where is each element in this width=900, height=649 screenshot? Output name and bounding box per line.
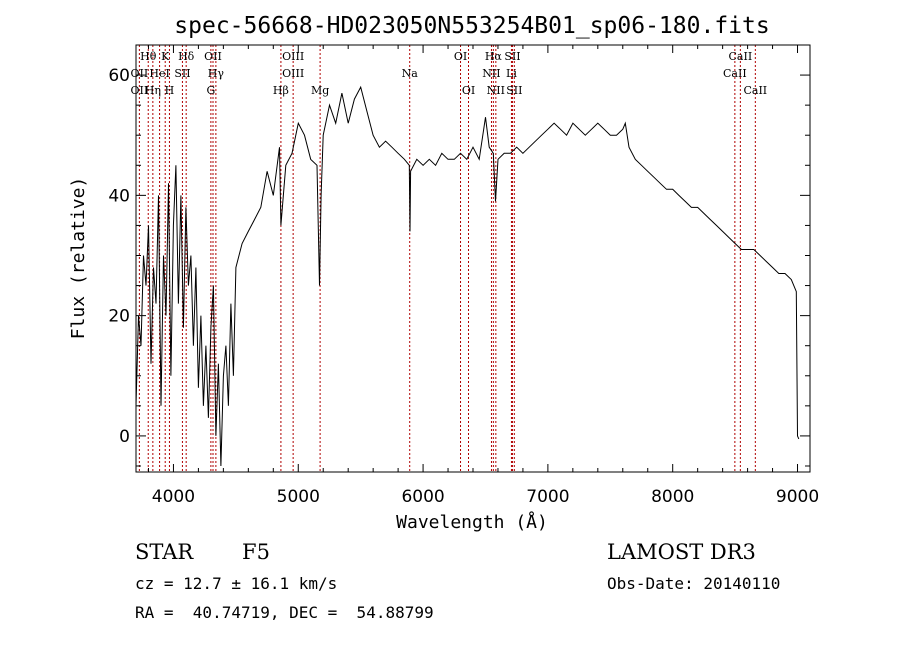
spectral-line-label: Hγ — [208, 67, 225, 80]
spectral-line-label: OII — [131, 67, 149, 80]
x-tick-label: 8000 — [651, 487, 694, 507]
spectral-line-label: OI — [462, 84, 475, 97]
x-tick-label: 9000 — [776, 487, 819, 507]
spectral-lines — [138, 45, 756, 472]
spectral-line-label: Hβ — [273, 84, 289, 97]
chart-title: spec-56668-HD023050N553254B01_sp06-180.f… — [174, 13, 769, 39]
spectral-line-label: SII — [504, 50, 520, 63]
x-axis: 4000 5000 6000 7000 8000 9000 — [147, 45, 819, 507]
spectral-line-label: G — [206, 84, 215, 97]
spectral-line-label: NII — [482, 67, 500, 80]
spectral-line-label: Na — [402, 67, 419, 80]
y-tick-label: 0 — [119, 427, 130, 447]
x-tick-label: 7000 — [526, 487, 569, 507]
survey-name: LAMOST DR3 — [607, 540, 756, 564]
y-axis-label: Flux (relative) — [68, 177, 89, 340]
spectral-line-label: NII — [487, 84, 505, 97]
spectral-line-label: HeI — [149, 67, 169, 80]
x-tick-label: 4000 — [152, 487, 195, 507]
spectral-line-label: OII — [204, 50, 222, 63]
spectrum-line — [135, 85, 800, 467]
x-axis-label: Wavelength (Å) — [396, 511, 548, 533]
y-axis: 0 20 40 60 — [108, 44, 810, 467]
spectral-line-label: Hθ — [140, 50, 157, 63]
spectral-line-label: SII — [174, 67, 190, 80]
spectral-line-label: CaII — [743, 84, 767, 97]
y-tick-label: 60 — [108, 66, 130, 86]
spectral-line-label: H — [165, 84, 175, 97]
object-class: STAR — [135, 540, 194, 564]
object-subclass: F5 — [242, 540, 270, 564]
spectral-line-label: K — [161, 50, 170, 63]
spectral-line-label: Hα — [485, 50, 503, 63]
y-tick-label: 40 — [108, 186, 130, 206]
x-tick-label: 6000 — [401, 487, 444, 507]
obs-date: Obs-Date: 20140110 — [607, 574, 781, 593]
y-tick-label: 20 — [108, 307, 130, 327]
spectral-line-label: OII — [131, 84, 149, 97]
spectral-line-label: CaII — [729, 50, 753, 63]
spectral-line-label: OI — [454, 50, 467, 63]
x-tick-label: 5000 — [277, 487, 320, 507]
spectral-line-label: Hδ — [178, 50, 195, 63]
spectral-line-label: OIII — [282, 50, 304, 63]
redshift-text: cz = 12.7 ± 16.1 km/s — [135, 574, 338, 593]
spectral-line-label: Hη — [145, 84, 161, 97]
spectral-line-label: Mg — [311, 84, 329, 97]
spectral-line-label: Li — [506, 67, 517, 80]
coordinates: RA = 40.74719, DEC = 54.88799 — [135, 603, 434, 622]
plot-frame — [135, 44, 811, 473]
spectral-line-label: CaII — [723, 67, 747, 80]
spectral-line-label: OIII — [282, 67, 304, 80]
spectral-line-label: SII — [506, 84, 522, 97]
